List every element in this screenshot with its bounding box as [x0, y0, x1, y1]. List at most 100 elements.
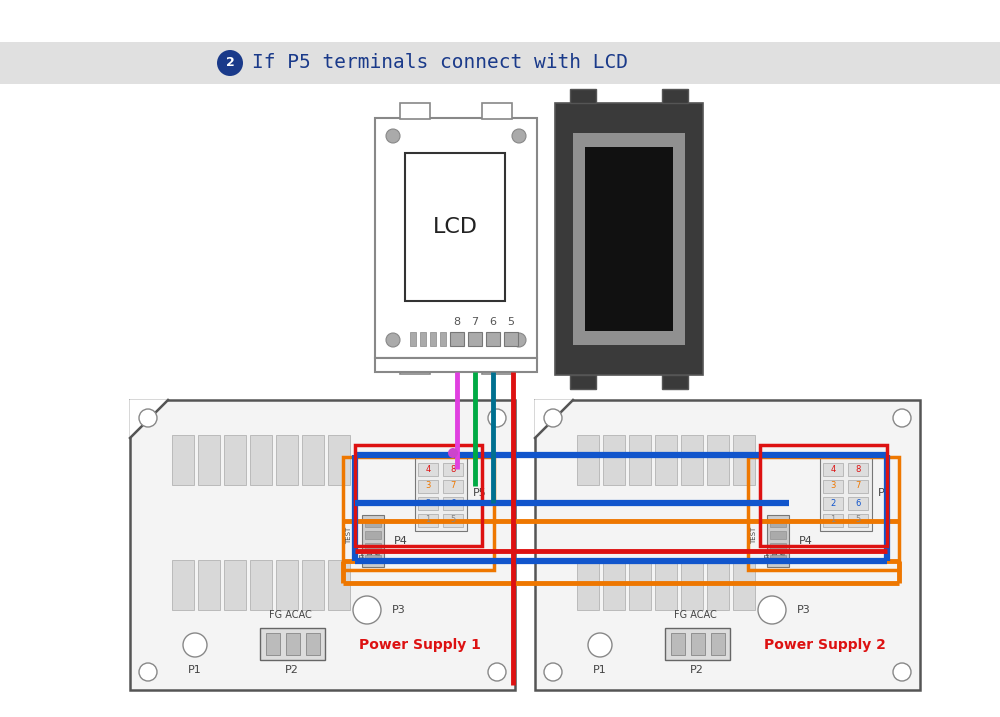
Bar [365, 555, 381, 563]
Polygon shape [130, 400, 168, 438]
Bar [224, 435, 246, 485]
Text: WP: WP [781, 549, 787, 561]
Circle shape [544, 663, 562, 681]
Bar [443, 480, 463, 493]
Circle shape [217, 50, 243, 76]
Circle shape [488, 663, 506, 681]
Bar [286, 633, 300, 655]
Bar [400, 103, 430, 119]
Bar [430, 332, 436, 346]
Bar [820, 455, 872, 531]
Bar [130, 400, 515, 690]
Bar [603, 435, 625, 485]
Circle shape [758, 596, 786, 624]
Bar [198, 560, 220, 610]
Bar [302, 435, 324, 485]
Bar [250, 435, 272, 485]
Text: 8: 8 [450, 465, 456, 473]
Bar [535, 400, 920, 690]
Bar [418, 497, 438, 510]
Bar [665, 628, 730, 660]
Bar [570, 375, 596, 389]
Text: P4: P4 [799, 536, 813, 546]
Text: 8: 8 [855, 465, 861, 473]
Bar [733, 560, 755, 610]
Bar [848, 463, 868, 476]
Bar [848, 497, 868, 510]
Text: TH: TH [360, 550, 366, 560]
Bar [770, 519, 786, 527]
Circle shape [183, 633, 207, 657]
Text: TEST: TEST [751, 526, 757, 543]
Bar [823, 514, 843, 527]
Bar [468, 332, 482, 346]
Bar [375, 358, 537, 372]
Bar [655, 435, 677, 485]
Text: 1: 1 [830, 516, 836, 525]
Bar [767, 515, 789, 567]
Circle shape [139, 409, 157, 427]
Bar [691, 633, 705, 655]
Text: TL: TL [368, 551, 374, 559]
Bar [629, 560, 651, 610]
Circle shape [512, 129, 526, 143]
Bar [355, 445, 482, 546]
Text: P2: P2 [285, 665, 299, 675]
Text: LCD: LCD [432, 217, 478, 237]
Bar [486, 332, 500, 346]
Bar [302, 560, 324, 610]
Bar [172, 560, 194, 610]
Bar [198, 435, 220, 485]
Bar [482, 103, 512, 119]
Text: FG ACAC: FG ACAC [269, 610, 311, 620]
Bar [365, 531, 381, 539]
Circle shape [386, 129, 400, 143]
Bar [443, 514, 463, 527]
Text: 5: 5 [508, 317, 514, 327]
Text: 3: 3 [830, 482, 836, 490]
Bar [328, 435, 350, 485]
Circle shape [893, 663, 911, 681]
Bar [443, 497, 463, 510]
Text: TH: TH [765, 550, 771, 560]
Bar [585, 147, 673, 331]
Bar [365, 543, 381, 551]
Bar [418, 480, 438, 493]
Text: 7: 7 [855, 482, 861, 490]
Text: P5: P5 [473, 488, 487, 498]
Circle shape [588, 633, 612, 657]
Bar [577, 435, 599, 485]
Bar [415, 455, 467, 531]
Bar [365, 519, 381, 527]
Bar [375, 118, 537, 358]
Bar [250, 560, 272, 610]
Bar [306, 633, 320, 655]
Circle shape [448, 448, 458, 458]
Bar [848, 480, 868, 493]
Circle shape [139, 663, 157, 681]
Circle shape [512, 333, 526, 347]
Bar [410, 332, 416, 346]
Bar [418, 514, 438, 527]
Bar [848, 514, 868, 527]
Text: 6: 6 [450, 498, 456, 508]
Text: 7: 7 [450, 482, 456, 490]
Bar [224, 560, 246, 610]
Text: 2: 2 [425, 498, 431, 508]
Text: 1: 1 [425, 516, 431, 525]
Text: TEST: TEST [346, 526, 352, 543]
Bar [681, 435, 703, 485]
Text: 4: 4 [830, 465, 836, 473]
Bar [823, 463, 843, 476]
Bar [0, 42, 1000, 84]
Bar [362, 515, 384, 567]
Bar [276, 435, 298, 485]
Text: FG ACAC: FG ACAC [674, 610, 716, 620]
Bar [707, 435, 729, 485]
Text: 4: 4 [425, 465, 431, 473]
Bar [328, 560, 350, 610]
Circle shape [544, 409, 562, 427]
Bar [662, 375, 688, 389]
Bar [573, 133, 685, 345]
Polygon shape [535, 400, 573, 438]
